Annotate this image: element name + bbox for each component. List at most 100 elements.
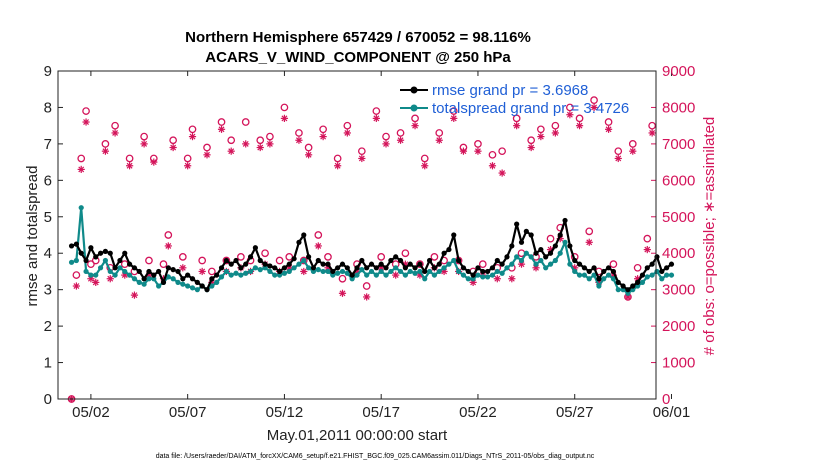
rmse-point <box>267 263 273 269</box>
y-tick-right-label: 0 <box>662 391 670 408</box>
obs-assimilated-point <box>488 162 497 170</box>
chart-title-line-1: Northern Hemisphere 657429 / 670052 = 98… <box>185 29 531 46</box>
rmse-point <box>209 276 215 282</box>
totalspread-point <box>431 272 438 278</box>
obs-assimilated-point <box>77 165 85 173</box>
x-tick-label: 05/27 <box>556 404 594 421</box>
rmse-point <box>301 232 307 238</box>
y-tick-left-label: 3 <box>44 282 52 299</box>
rmse-point <box>185 272 191 278</box>
y-tick-right-label: 8000 <box>662 99 695 116</box>
obs-possible-point <box>614 147 623 156</box>
obs-possible-point <box>222 256 231 265</box>
obs-possible-point <box>208 267 216 276</box>
rmse-point <box>659 268 665 275</box>
totalspread-point <box>397 268 404 275</box>
rmse-point <box>596 276 602 282</box>
rmse-point <box>605 265 612 271</box>
obs-possible-point <box>474 140 482 148</box>
totalspread-point <box>136 279 142 285</box>
rmse-point <box>175 268 181 275</box>
obs-assimilated-point <box>508 275 516 283</box>
rmse-point <box>243 261 249 267</box>
rmse-point <box>112 265 118 271</box>
obs-assimilated-point <box>372 114 380 122</box>
totalspread-point <box>156 283 162 289</box>
obs-possible-point <box>145 256 153 265</box>
obs-assimilated-point <box>575 122 584 130</box>
totalspread-point <box>596 283 602 289</box>
obs-possible-point <box>256 136 265 145</box>
obs-possible-point <box>357 147 366 156</box>
totalspread-point <box>180 281 186 287</box>
rmse-point <box>151 272 157 278</box>
rmse-point <box>523 228 529 234</box>
rmse-point <box>465 268 471 275</box>
obs-possible-point <box>551 121 560 130</box>
obs-possible-point <box>537 125 545 134</box>
totalspread-point <box>528 254 534 260</box>
rmse-point <box>141 276 147 282</box>
totalspread-point <box>436 268 442 275</box>
totalspread-point <box>615 287 621 293</box>
totalspread-point <box>552 257 558 264</box>
totalspread-point <box>504 265 510 271</box>
y-axis-right: 0 1000 2000 3000 4000 5000 6000 7000 8000 9000 <box>651 63 695 408</box>
rmse-point <box>122 250 128 256</box>
obs-assimilated-point <box>643 245 651 254</box>
obs-possible-point <box>314 231 323 239</box>
rmse-point <box>68 243 75 249</box>
obs-assimilated-point <box>363 293 371 301</box>
obs-possible-point <box>609 260 618 269</box>
rmse-point <box>514 221 520 227</box>
totalspread-point <box>664 272 670 278</box>
data-file-footnote: data file: /Users/raeder/DAI/ATM_forcXX/… <box>156 453 595 460</box>
obs-possible-point <box>401 249 410 258</box>
totalspread-point <box>514 254 520 260</box>
obs-possible-point <box>498 147 506 156</box>
obs-possible-point <box>430 253 439 261</box>
rmse-point <box>538 246 544 253</box>
totalspread-point <box>446 261 452 267</box>
totalspread-point <box>402 272 408 278</box>
obs-assimilated-point <box>382 140 390 148</box>
totalspread-point <box>359 267 365 273</box>
totalspread-point <box>238 272 244 278</box>
totalspread-point <box>320 268 326 275</box>
rmse-point <box>431 265 438 271</box>
obs-possible-point <box>372 107 381 115</box>
rmse-point <box>417 261 423 267</box>
obs-possible-point <box>299 256 308 265</box>
rmse-point <box>601 268 607 275</box>
rmse-point <box>456 257 462 264</box>
rmse-point <box>393 254 399 260</box>
rmse-point <box>339 261 346 267</box>
rmse-point <box>78 250 84 256</box>
rmse-point <box>485 268 491 275</box>
obs-possible-point <box>338 274 347 283</box>
rmse-point <box>272 265 278 271</box>
rmse-point <box>131 265 138 271</box>
rmse-point <box>286 261 292 267</box>
totalspread-point <box>247 268 254 275</box>
obs-possible-point <box>188 125 197 134</box>
rmse-point <box>83 257 89 264</box>
rmse-point <box>257 257 263 264</box>
rmse-point <box>262 261 268 267</box>
obs-assimilated-point <box>604 125 613 133</box>
totalspread-point <box>605 272 612 278</box>
obs-possible-point <box>546 234 555 243</box>
rmse-point <box>460 265 467 271</box>
obs-possible-point <box>169 136 177 145</box>
totalspread-point <box>315 267 321 273</box>
obs-possible-point <box>319 125 327 134</box>
rmse-point <box>402 265 408 271</box>
rmse-point <box>315 257 321 264</box>
y-tick-left-label: 0 <box>44 391 52 408</box>
totalspread-point <box>228 272 234 278</box>
obs-possible-point <box>159 260 168 269</box>
rmse-point <box>373 265 379 271</box>
rmse-point <box>528 232 534 238</box>
obs-assimilated-point <box>551 129 559 137</box>
